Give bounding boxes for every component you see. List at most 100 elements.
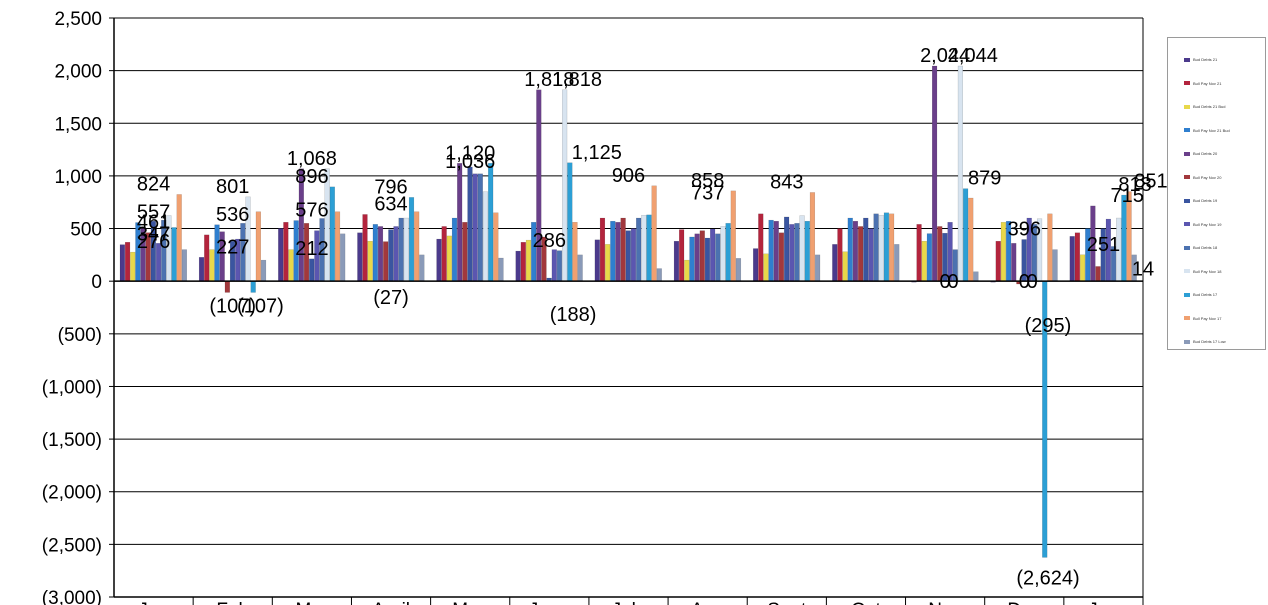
bar (204, 234, 210, 282)
legend-swatch (1184, 57, 1190, 62)
bar (288, 249, 294, 282)
bar (498, 257, 504, 282)
x-tick-label: Jan (138, 600, 169, 605)
bar (357, 232, 363, 282)
bar (799, 215, 805, 282)
data-label: 906 (612, 165, 645, 187)
legend-entry: Bud Debts 18 (1184, 244, 1217, 252)
legend-swatch (1184, 81, 1190, 86)
bar (699, 230, 705, 282)
bar (283, 222, 289, 282)
y-tick-label: 0 (91, 272, 102, 293)
data-label: 14 (1132, 259, 1154, 281)
bar (889, 213, 895, 282)
legend-swatch (1184, 292, 1190, 297)
bar (567, 162, 573, 282)
legend: Bud Debts 21 Bull Pay Nov 21 Bud Debts 21 … (1167, 37, 1266, 350)
x-tick-label: Sept (767, 600, 807, 605)
bar (768, 219, 774, 282)
bar (482, 191, 489, 282)
bar (921, 240, 927, 282)
legend-swatch (1184, 222, 1190, 227)
data-label: 212 (295, 238, 328, 260)
bar (778, 232, 785, 282)
bar (646, 214, 652, 282)
data-label: 715 (1111, 185, 1144, 207)
bar (260, 259, 267, 282)
legend-entry: Bud Debts 17 Low (1184, 338, 1226, 346)
bar (536, 89, 542, 282)
legend-label: Bull Pay Nov 20 (1193, 174, 1222, 180)
data-label: 824 (137, 173, 170, 195)
bar (1047, 213, 1053, 282)
bar (372, 224, 378, 282)
data-label: 737 (691, 183, 724, 205)
data-label: 1,036 (445, 151, 495, 173)
bar (725, 223, 731, 282)
bar (493, 212, 499, 282)
data-label: 461 (137, 212, 170, 234)
bar (562, 89, 568, 282)
legend-label: Bull Pay Nov 21 Bud (1193, 127, 1230, 133)
data-label: 1,818 (552, 69, 602, 91)
bar (224, 280, 230, 293)
bar (784, 216, 790, 282)
data-label: 896 (295, 166, 328, 188)
bar (171, 227, 177, 282)
x-tick-label: Nov (928, 600, 962, 605)
bar (641, 214, 647, 282)
bar (852, 220, 859, 282)
bar (894, 244, 900, 282)
legend-label: Bull Pay Nov 21 (1193, 80, 1222, 86)
bar (605, 244, 611, 282)
data-label: (2,624) (1016, 567, 1079, 589)
bar (1011, 243, 1017, 282)
y-tick-label: (1,000) (42, 377, 102, 398)
bar (488, 163, 494, 282)
bar (858, 226, 864, 282)
bar (809, 192, 816, 282)
x-tick-label: Dec (1007, 600, 1041, 605)
bar (932, 65, 938, 282)
axes (113, 17, 1144, 605)
bar (916, 224, 922, 282)
bar (414, 211, 420, 282)
data-labels: 824347276557461227536801(107)(107)1,0688… (137, 45, 1168, 589)
legend-entry: Bull Pay Nov 18 (1184, 268, 1221, 276)
bar (651, 185, 657, 282)
bar (715, 233, 721, 282)
bar (572, 222, 578, 282)
legend-label: Bud Debts 17 Low (1193, 339, 1226, 344)
bar (837, 228, 843, 282)
y-tick-label: 500 (70, 220, 102, 241)
data-label: 796 (374, 176, 407, 198)
bar (863, 217, 869, 282)
bar (873, 213, 879, 282)
bar (636, 217, 642, 282)
data-label: 576 (295, 200, 328, 222)
legend-entry: Bull Pay Nov 19 (1184, 221, 1221, 229)
data-label: 879 (968, 168, 1001, 190)
legend-label: Bud Debts 21 (1193, 57, 1218, 62)
bar (362, 214, 368, 282)
legend-swatch (1184, 245, 1190, 250)
bar (334, 211, 341, 282)
data-label: 276 (137, 231, 170, 253)
legend-label: Bud Debts 19 (1193, 198, 1218, 203)
bar (656, 268, 662, 282)
data-label: (107) (209, 295, 256, 317)
legend-swatch (1184, 151, 1190, 156)
bar (704, 237, 711, 282)
y-tick-label: (500) (58, 325, 102, 346)
data-label: 2,044 (948, 45, 998, 67)
bar (181, 249, 187, 282)
legend-swatch (1184, 175, 1190, 180)
bar (119, 244, 125, 282)
bar (694, 233, 700, 282)
y-tick-label: (2,500) (42, 535, 102, 556)
legend-swatch (1184, 316, 1190, 321)
x-tick-label: July (612, 600, 646, 605)
data-label: 396 (1008, 219, 1041, 241)
x-tick-label: June (529, 600, 570, 605)
